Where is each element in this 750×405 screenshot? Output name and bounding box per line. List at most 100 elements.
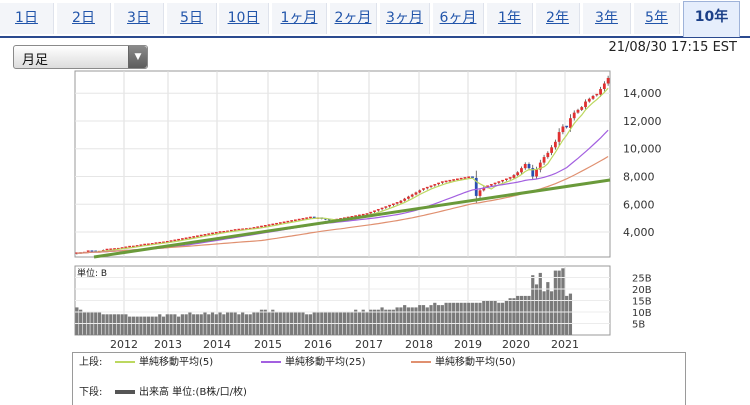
candle-body — [550, 147, 554, 153]
candle-body — [158, 241, 162, 244]
candle-body — [226, 230, 229, 233]
legend-ma5: 単純移動平均(5) — [115, 356, 213, 370]
tab-10[interactable]: 1年 — [487, 3, 533, 34]
volume-bar — [452, 302, 456, 335]
volume-bar — [568, 293, 573, 335]
volume-bar — [131, 316, 135, 335]
ma25-swatch — [261, 361, 281, 363]
candle-body — [135, 245, 139, 247]
volume-y-tick-label: 5B — [632, 320, 645, 331]
candle-body — [384, 206, 388, 208]
tab-7[interactable]: 2ヶ月 — [330, 3, 377, 34]
candle-body — [489, 184, 493, 186]
ma50-swatch — [411, 361, 431, 363]
volume-bar — [425, 307, 429, 335]
volume-bar — [139, 316, 143, 335]
candle-body — [237, 228, 241, 231]
candle-body — [456, 178, 459, 181]
candle-body — [282, 221, 286, 224]
candle-body — [569, 118, 572, 128]
volume-bar — [237, 314, 241, 335]
volume-bar — [120, 314, 124, 335]
candle-body — [459, 177, 463, 180]
volume-bar — [361, 309, 365, 335]
chevron-down-icon[interactable]: ▼ — [128, 46, 147, 68]
tab-11[interactable]: 2年 — [536, 3, 580, 34]
candle-body — [440, 181, 444, 183]
volume-bar — [128, 316, 132, 335]
candle-body — [184, 237, 188, 240]
volume-unit-label: 単位: B — [77, 267, 107, 279]
tab-8[interactable]: 3ヶ月 — [380, 3, 430, 34]
tab-13[interactable]: 5年 — [634, 3, 680, 34]
tab-6[interactable]: 1ヶ月 — [272, 3, 327, 34]
candle-body — [388, 204, 391, 207]
candle-body — [90, 250, 94, 252]
volume-bar — [418, 305, 422, 335]
tab-1[interactable]: 1日 — [0, 3, 54, 34]
candle-body — [245, 228, 248, 230]
volume-bar — [501, 302, 505, 335]
volume-bar — [553, 270, 557, 335]
candle-body — [267, 224, 271, 226]
legend-ma25: 単純移動平均(25) — [261, 356, 366, 370]
volume-bar — [429, 305, 433, 335]
candle-period-select[interactable]: 月足 ▼ — [13, 45, 148, 69]
volume-bar — [444, 302, 448, 335]
candle-body — [422, 188, 425, 190]
legend-ma50-label: 単純移動平均(50) — [435, 357, 516, 368]
volume-bar — [448, 302, 452, 335]
candle-body — [139, 244, 143, 246]
candle-body — [286, 220, 290, 223]
candle-body — [516, 172, 520, 176]
volume-bar — [135, 316, 139, 335]
candle-body — [580, 107, 584, 110]
candle-body — [263, 225, 267, 227]
tab-14[interactable]: 10年 — [683, 1, 740, 37]
tab-2[interactable]: 2日 — [57, 3, 111, 34]
x-tick-label: 2016 — [304, 338, 332, 351]
candle-body — [433, 184, 437, 186]
volume-bar — [542, 291, 546, 335]
volume-bar — [433, 302, 437, 335]
volume-bar — [493, 300, 497, 335]
candle-body — [557, 132, 561, 142]
candle-body — [395, 202, 399, 204]
candle-body — [233, 229, 237, 231]
candle-body — [305, 217, 309, 219]
volume-bar — [184, 314, 188, 335]
volume-bar — [534, 284, 539, 335]
candle-body — [508, 177, 512, 179]
volume-bar — [75, 307, 79, 335]
volume-bar — [158, 314, 162, 335]
volume-bar — [485, 300, 490, 335]
volume-bar — [421, 305, 426, 335]
x-tick-label: 2015 — [254, 338, 282, 351]
candle-body — [373, 210, 376, 212]
volume-bar — [519, 295, 524, 335]
trend-line — [93, 178, 611, 259]
tab-3[interactable]: 3日 — [114, 3, 164, 34]
volume-bar — [180, 314, 184, 335]
tab-9[interactable]: 6ヶ月 — [433, 3, 484, 34]
tab-5[interactable]: 10日 — [219, 3, 269, 34]
volume-bar — [414, 307, 418, 335]
volume-bar — [244, 314, 249, 335]
candle-body — [520, 168, 523, 173]
tab-12[interactable]: 3年 — [583, 3, 631, 34]
candle-body — [399, 200, 403, 203]
candle-body — [527, 164, 531, 169]
candle-body — [120, 247, 124, 249]
volume-bar — [116, 314, 120, 335]
candle-body — [599, 89, 602, 95]
price-y-tick-label: 4,000 — [623, 226, 655, 239]
candle-body — [467, 176, 471, 178]
tab-4[interactable]: 5日 — [167, 3, 217, 34]
candle-body — [229, 229, 233, 232]
volume-bar — [489, 300, 493, 335]
volume-bar — [150, 316, 154, 335]
candle-body — [410, 194, 414, 197]
price-panel: 4,000 6,000 8,000 10,000 12,000 14,000 — [74, 70, 662, 259]
x-tick-label: 2012 — [110, 338, 138, 351]
candle-body — [471, 176, 474, 178]
